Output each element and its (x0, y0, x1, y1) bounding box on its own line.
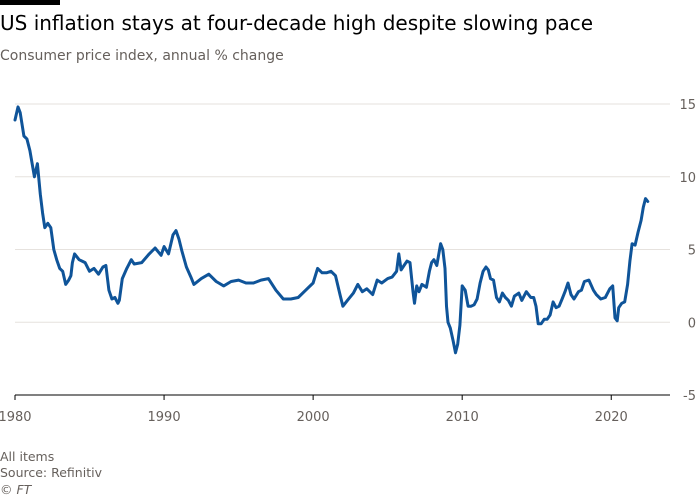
y-axis-ticks: 15 10 5 0 -5 (679, 98, 696, 404)
brand-bar (0, 0, 60, 5)
line-chart: 15 10 5 0 -5 1980 1990 2000 2010 2020 (0, 98, 696, 425)
y-tick-label: 10 (679, 171, 696, 186)
footnote: All items (0, 449, 55, 464)
copyright: © FT (0, 482, 32, 497)
x-tick-label: 1980 (0, 410, 32, 425)
source-note: Source: Refinitiv (0, 465, 102, 480)
y-tick-label: -5 (683, 389, 696, 404)
chart-subtitle: Consumer price index, annual % change (0, 48, 284, 64)
y-tick-label: 5 (688, 244, 696, 259)
gridlines (15, 103, 670, 396)
chart-title: US inflation stays at four-decade high d… (0, 11, 593, 35)
series-line-all-items (13, 105, 650, 355)
x-tick-label: 2020 (595, 410, 628, 425)
x-axis: 1980 1990 2000 2010 2020 (0, 394, 670, 425)
x-tick-label: 2010 (446, 410, 479, 425)
x-tick-label: 2000 (297, 410, 330, 425)
x-tick-label: 1990 (148, 410, 181, 425)
y-tick-label: 15 (679, 98, 696, 113)
y-tick-label: 0 (688, 316, 696, 331)
